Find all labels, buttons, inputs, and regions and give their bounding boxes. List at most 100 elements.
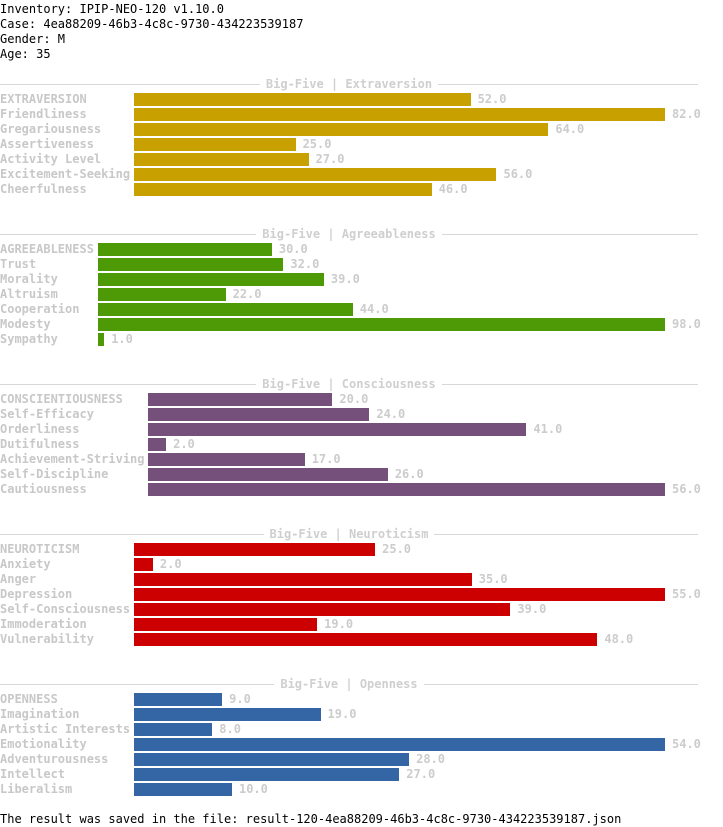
facet-label-assertiveness: Assertiveness xyxy=(0,137,94,151)
facet-bar-agreeableness xyxy=(98,243,272,256)
facet-bar-immoderation xyxy=(133,618,318,631)
facet-value-self-consciousness: 39.0 xyxy=(517,602,547,616)
section-title-text: Big-Five | Consciousness xyxy=(256,377,442,391)
facet-bar-neuroticism xyxy=(133,543,376,556)
facet-label-intellect: Intellect xyxy=(0,767,66,781)
facet-value-imagination: 19.0 xyxy=(327,707,357,721)
facet-bar-vulnerability xyxy=(133,633,598,646)
facet-bar-altruism xyxy=(98,288,226,301)
section-title-text: Big-Five | Neuroticism xyxy=(263,527,435,541)
facet-label-self-discipline: Self-Discipline xyxy=(0,467,109,481)
facet-value-neuroticism: 25.0 xyxy=(382,542,412,556)
facet-label-imagination: Imagination xyxy=(0,707,80,721)
facet-label-trust: Trust xyxy=(0,257,37,271)
facet-value-activity-level: 27.0 xyxy=(315,152,345,166)
facet-label-dutifulness: Dutifulness xyxy=(0,437,80,451)
facet-bar-sympathy xyxy=(98,333,105,346)
facet-value-sympathy: 1.0 xyxy=(111,332,133,346)
facet-value-morality: 39.0 xyxy=(330,272,360,286)
facet-label-gregariousness: Gregariousness xyxy=(0,122,102,136)
facet-value-intellect: 27.0 xyxy=(406,767,436,781)
section-title-agreeableness: Big-Five | Agreeableness xyxy=(0,227,698,242)
facet-label-liberalism: Liberalism xyxy=(0,782,73,796)
facet-value-extraversion: 52.0 xyxy=(477,92,507,106)
section-title-neuroticism: Big-Five | Neuroticism xyxy=(0,527,698,542)
facet-label-activity-level: Activity Level xyxy=(0,152,102,166)
facet-value-orderliness: 41.0 xyxy=(533,422,563,436)
age-line: Age: 35 xyxy=(0,47,51,61)
facet-bar-dutifulness xyxy=(147,438,167,451)
facet-value-achievement-striving: 17.0 xyxy=(311,452,341,466)
facet-value-anger: 35.0 xyxy=(478,572,508,586)
section-title-extraversion: Big-Five | Extraversion xyxy=(0,77,698,92)
facet-value-excitement-seeking: 56.0 xyxy=(503,167,533,181)
facet-value-altruism: 22.0 xyxy=(232,287,262,301)
facet-value-depression: 55.0 xyxy=(672,587,701,601)
facet-label-anger: Anger xyxy=(0,572,37,586)
facet-value-assertiveness: 25.0 xyxy=(302,137,332,151)
facet-bar-anxiety xyxy=(133,558,153,571)
facet-label-friendliness: Friendliness xyxy=(0,107,87,121)
facet-bar-intellect xyxy=(133,768,400,781)
section-title-text: Big-Five | Extraversion xyxy=(259,77,439,91)
facet-value-liberalism: 10.0 xyxy=(238,782,268,796)
facet-label-achievement-striving: Achievement-Striving xyxy=(0,452,145,466)
facet-value-cooperation: 44.0 xyxy=(359,302,389,316)
facet-value-modesty: 98.0 xyxy=(672,317,701,331)
facet-bar-depression xyxy=(133,588,665,601)
facet-label-artistic-interests: Artistic Interests xyxy=(0,722,131,736)
facet-bar-emotionality xyxy=(133,738,665,751)
facet-bar-trust xyxy=(98,258,284,271)
facet-label-adventurousness: Adventurousness xyxy=(0,752,109,766)
facet-value-cheerfulness: 46.0 xyxy=(438,182,468,196)
facet-bar-self-discipline xyxy=(147,468,388,481)
facet-value-agreeableness: 30.0 xyxy=(278,242,308,256)
facet-value-self-discipline: 26.0 xyxy=(394,467,424,481)
facet-value-friendliness: 82.0 xyxy=(672,107,701,121)
facet-bar-adventurousness xyxy=(133,753,410,766)
section-title-openness: Big-Five | Openness xyxy=(0,677,698,692)
facet-value-adventurousness: 28.0 xyxy=(416,752,446,766)
facet-value-gregariousness: 64.0 xyxy=(555,122,585,136)
facet-label-agreeableness: AGREEABLENESS xyxy=(0,242,94,256)
facet-bar-gregariousness xyxy=(133,123,549,136)
facet-bar-modesty xyxy=(98,318,665,331)
facet-label-vulnerability: Vulnerability xyxy=(0,632,94,646)
facet-label-extraversion: EXTRAVERSION xyxy=(0,92,87,106)
facet-label-depression: Depression xyxy=(0,587,73,601)
facet-bar-activity-level xyxy=(133,153,309,166)
facet-value-artistic-interests: 8.0 xyxy=(219,722,241,736)
facet-label-openness: OPENNESS xyxy=(0,692,58,706)
facet-bar-liberalism xyxy=(133,783,232,796)
facet-label-neuroticism: NEUROTICISM xyxy=(0,542,80,556)
facet-bar-assertiveness xyxy=(133,138,296,151)
facet-bar-friendliness xyxy=(133,108,665,121)
facet-bar-achievement-striving xyxy=(147,453,305,466)
case-line: Case: 4ea88209-46b3-4c8c-9730-4342235391… xyxy=(0,17,304,31)
section-title-consciousness: Big-Five | Consciousness xyxy=(0,377,698,392)
facet-bar-cautiousness xyxy=(147,483,665,496)
facet-bar-cheerfulness xyxy=(133,183,432,196)
facet-bar-self-efficacy xyxy=(147,408,370,421)
facet-bar-artistic-interests xyxy=(133,723,213,736)
facet-bar-cooperation xyxy=(98,303,353,316)
facet-bar-self-consciousness xyxy=(133,603,511,616)
facet-label-excitement-seeking: Excitement-Seeking xyxy=(0,167,131,181)
facet-value-anxiety: 2.0 xyxy=(159,557,182,571)
gender-line: Gender: M xyxy=(0,32,66,46)
facet-bar-extraversion xyxy=(133,93,471,106)
facet-value-immoderation: 19.0 xyxy=(324,617,354,631)
facet-value-cautiousness: 56.0 xyxy=(672,482,701,496)
inventory-line: Inventory: IPIP-NEO-120 v1.10.0 xyxy=(0,2,224,16)
facet-label-self-consciousness: Self-Consciousness xyxy=(0,602,131,616)
facet-value-trust: 32.0 xyxy=(290,257,320,271)
facet-label-sympathy: Sympathy xyxy=(0,332,58,346)
facet-label-cheerfulness: Cheerfulness xyxy=(0,182,87,196)
section-title-text: Big-Five | Openness xyxy=(274,677,424,691)
facet-bar-morality xyxy=(98,273,324,286)
facet-value-conscientiousness: 20.0 xyxy=(339,392,369,406)
facet-label-orderliness: Orderliness xyxy=(0,422,80,436)
facet-bar-orderliness xyxy=(147,423,527,436)
facet-value-emotionality: 54.0 xyxy=(672,737,701,751)
section-title-text: Big-Five | Agreeableness xyxy=(256,227,442,241)
